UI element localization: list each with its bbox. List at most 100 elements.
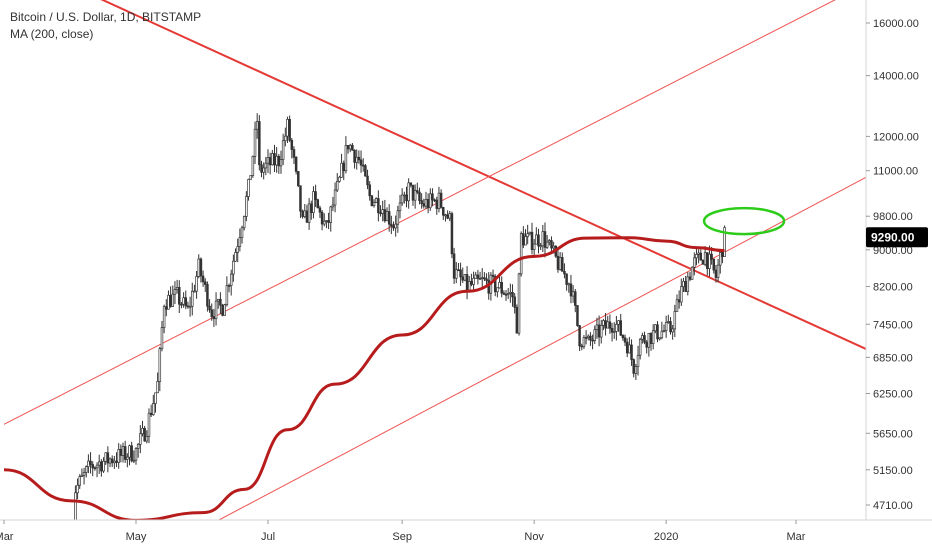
candle[interactable] <box>110 455 114 467</box>
candle[interactable] <box>139 425 142 454</box>
candle[interactable] <box>175 279 179 294</box>
candle[interactable] <box>396 205 400 233</box>
candle[interactable] <box>82 467 86 485</box>
candle[interactable] <box>173 281 177 305</box>
candle[interactable] <box>245 191 248 222</box>
candle[interactable] <box>420 193 423 209</box>
candle[interactable] <box>331 196 335 212</box>
candle[interactable] <box>305 204 309 223</box>
candle[interactable] <box>550 236 553 253</box>
candle[interactable] <box>199 257 203 283</box>
candle[interactable] <box>381 200 384 222</box>
candle[interactable] <box>515 304 519 334</box>
candle[interactable] <box>517 272 521 336</box>
candle[interactable] <box>383 199 387 223</box>
candle[interactable] <box>476 269 480 285</box>
candle[interactable] <box>556 248 560 273</box>
candle[interactable] <box>379 205 382 217</box>
candle[interactable] <box>284 127 287 147</box>
candle[interactable] <box>247 178 250 201</box>
candle[interactable] <box>132 450 136 464</box>
candle[interactable] <box>288 115 291 143</box>
candle[interactable] <box>390 215 393 235</box>
candle[interactable] <box>437 186 441 213</box>
candle[interactable] <box>344 136 348 174</box>
candle[interactable] <box>636 345 640 376</box>
candle[interactable] <box>184 290 188 310</box>
candle[interactable] <box>156 372 159 394</box>
candle[interactable] <box>716 258 720 283</box>
candle[interactable] <box>279 150 283 174</box>
candle[interactable] <box>656 321 659 343</box>
candle[interactable] <box>545 234 549 250</box>
candle[interactable] <box>377 190 380 222</box>
candle[interactable] <box>686 272 690 296</box>
candle[interactable] <box>143 425 146 442</box>
candle[interactable] <box>530 222 534 255</box>
candle[interactable] <box>403 191 406 204</box>
candle[interactable] <box>260 160 263 178</box>
candle[interactable] <box>680 278 683 307</box>
candle[interactable] <box>506 288 510 299</box>
candle[interactable] <box>323 213 326 227</box>
candle[interactable] <box>532 238 536 258</box>
candle[interactable] <box>292 146 296 165</box>
candle[interactable] <box>361 158 365 172</box>
candle[interactable] <box>418 187 421 205</box>
candle[interactable] <box>320 210 324 231</box>
candle[interactable] <box>504 290 508 301</box>
candle[interactable] <box>299 185 302 219</box>
candle[interactable] <box>229 269 233 296</box>
candle[interactable] <box>439 189 443 209</box>
indicator-label[interactable]: MA (200, close) <box>10 27 94 41</box>
candle[interactable] <box>314 184 317 207</box>
candle[interactable] <box>452 247 456 285</box>
candle[interactable] <box>537 228 540 254</box>
candle[interactable] <box>561 252 564 272</box>
candle[interactable] <box>353 149 356 169</box>
candle[interactable] <box>580 343 584 351</box>
candle[interactable] <box>576 305 579 327</box>
candle[interactable] <box>619 313 622 337</box>
candle[interactable] <box>318 205 322 218</box>
candle[interactable] <box>221 303 224 317</box>
candle[interactable] <box>563 263 566 279</box>
candle[interactable] <box>84 465 88 478</box>
candle[interactable] <box>502 290 506 295</box>
candle[interactable] <box>669 317 672 335</box>
candle[interactable] <box>472 271 475 291</box>
candle[interactable] <box>628 336 631 354</box>
candle[interactable] <box>587 334 590 341</box>
candle[interactable] <box>227 283 231 293</box>
candle[interactable] <box>355 149 358 170</box>
candle[interactable] <box>78 474 81 489</box>
candle[interactable] <box>429 188 432 211</box>
candle[interactable] <box>392 221 395 231</box>
candle[interactable] <box>216 298 220 309</box>
candle[interactable] <box>95 462 99 478</box>
candle[interactable] <box>165 299 168 317</box>
candle[interactable] <box>455 262 458 284</box>
candle[interactable] <box>712 258 716 274</box>
candle[interactable] <box>682 277 685 292</box>
candle[interactable] <box>197 254 201 279</box>
candle[interactable] <box>654 324 657 334</box>
candle[interactable] <box>625 338 629 358</box>
candle[interactable] <box>271 149 274 166</box>
candle[interactable] <box>277 153 281 174</box>
candle[interactable] <box>621 334 625 341</box>
candle[interactable] <box>496 287 499 298</box>
candle[interactable] <box>623 334 627 347</box>
candle[interactable] <box>448 210 452 222</box>
candle[interactable] <box>457 263 460 272</box>
candle[interactable] <box>509 283 512 303</box>
candle[interactable] <box>253 121 257 164</box>
candle[interactable] <box>203 278 207 292</box>
candle[interactable] <box>262 162 265 180</box>
candle[interactable] <box>422 198 426 209</box>
candle[interactable] <box>602 318 605 331</box>
candle[interactable] <box>123 440 127 463</box>
symbol-title[interactable]: Bitcoin / U.S. Dollar, 1D, BITSTAMP <box>10 10 202 24</box>
candle[interactable] <box>489 272 493 301</box>
candle[interactable] <box>595 317 599 339</box>
